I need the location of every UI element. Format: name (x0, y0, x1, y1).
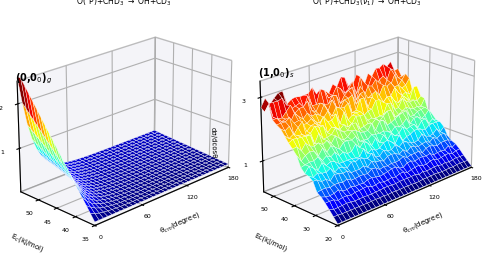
Title: O($^{3}$P)+CHD$_{3}$ $\rightarrow$ OH+CD$_{3}$: O($^{3}$P)+CHD$_{3}$ $\rightarrow$ OH+CD… (75, 0, 172, 8)
Y-axis label: E$_{c}$(kJ/mol): E$_{c}$(kJ/mol) (9, 231, 46, 254)
Text: (1,0$_{0}$)$_{s}$: (1,0$_{0}$)$_{s}$ (258, 66, 294, 80)
Text: (0,0$_{0}$)$_{g}$: (0,0$_{0}$)$_{g}$ (15, 71, 52, 86)
Title: O($^{3}$P)+CHD$_{3}$($\nu_{1}$) $\rightarrow$ OH+CD$_{3}$: O($^{3}$P)+CHD$_{3}$($\nu_{1}$) $\righta… (312, 0, 421, 8)
X-axis label: θ$_{cm}$(degree): θ$_{cm}$(degree) (158, 210, 202, 236)
X-axis label: θ$_{cm}$(degree): θ$_{cm}$(degree) (401, 210, 445, 236)
Y-axis label: Ec(kJ/mol): Ec(kJ/mol) (253, 232, 288, 253)
